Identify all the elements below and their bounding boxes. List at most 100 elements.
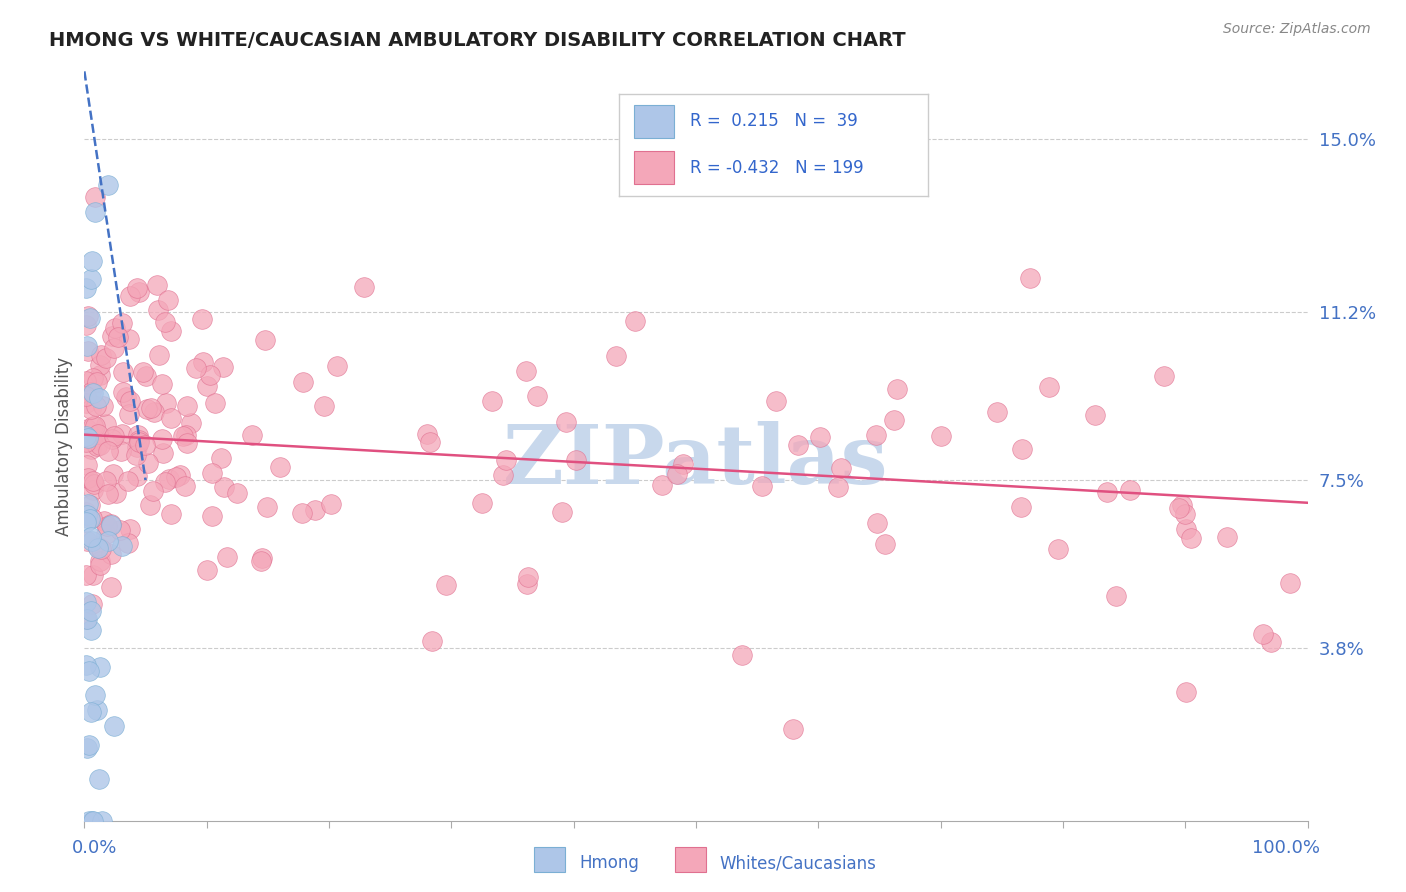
- Point: [198, 368, 221, 383]
- Point: [212, 481, 235, 495]
- Point: [1038, 380, 1060, 394]
- Point: [1180, 532, 1202, 546]
- Point: [94, 417, 117, 431]
- Point: [101, 467, 124, 482]
- Point: [104, 485, 127, 500]
- Point: [110, 443, 132, 458]
- Point: [1118, 483, 1140, 497]
- Point: [117, 535, 139, 549]
- Point: [76, 458, 98, 472]
- Point: [104, 321, 127, 335]
- Point: [204, 396, 226, 410]
- Point: [100, 580, 122, 594]
- Point: [97, 444, 120, 458]
- Point: [132, 365, 155, 379]
- Point: [82, 510, 104, 524]
- Point: [1047, 541, 1070, 556]
- Point: [651, 478, 673, 492]
- Point: [82, 814, 104, 828]
- Bar: [634, 151, 675, 184]
- Point: [751, 479, 773, 493]
- Point: [153, 315, 176, 329]
- Text: HMONG VS WHITE/CAUCASIAN AMBULATORY DISABILITY CORRELATION CHART: HMONG VS WHITE/CAUCASIAN AMBULATORY DISA…: [49, 31, 905, 50]
- Point: [79, 530, 101, 544]
- Point: [291, 506, 314, 520]
- Point: [87, 391, 110, 405]
- Point: [80, 254, 103, 268]
- Point: [76, 497, 98, 511]
- Point: [75, 658, 97, 673]
- Point: [1010, 500, 1032, 514]
- Point: [80, 442, 103, 457]
- Point: [554, 415, 576, 429]
- Point: [128, 434, 150, 449]
- Point: [150, 376, 173, 391]
- Point: [1019, 270, 1042, 285]
- Point: [80, 384, 103, 399]
- Point: [76, 343, 98, 358]
- Point: [159, 410, 181, 425]
- Point: [75, 318, 97, 333]
- Point: [77, 814, 100, 828]
- Point: [146, 302, 169, 317]
- Point: [90, 541, 112, 556]
- Point: [79, 512, 101, 526]
- Point: [96, 526, 118, 541]
- Point: [75, 567, 97, 582]
- Point: [100, 432, 122, 446]
- Point: [481, 394, 503, 409]
- Point: [174, 479, 197, 493]
- Point: [82, 483, 104, 497]
- Point: [180, 416, 202, 430]
- Point: [76, 533, 98, 548]
- Point: [156, 293, 179, 307]
- Point: [1171, 498, 1194, 512]
- Point: [157, 472, 180, 486]
- Point: [495, 452, 517, 467]
- Point: [256, 500, 278, 514]
- Point: [82, 434, 104, 448]
- Point: [250, 550, 273, 565]
- Point: [142, 483, 165, 498]
- Point: [75, 396, 97, 410]
- Point: [526, 389, 548, 403]
- Text: R =  0.215   N =  39: R = 0.215 N = 39: [690, 112, 858, 130]
- Point: [80, 271, 103, 285]
- Point: [117, 475, 139, 489]
- Point: [94, 475, 117, 489]
- Text: 100.0%: 100.0%: [1251, 839, 1320, 857]
- Point: [96, 519, 118, 533]
- Point: [201, 466, 224, 480]
- Point: [240, 428, 263, 442]
- Point: [76, 612, 98, 626]
- Point: [100, 518, 122, 533]
- Point: [1153, 369, 1175, 384]
- Point: [191, 355, 214, 369]
- Text: 0.0%: 0.0%: [72, 839, 118, 857]
- Point: [75, 435, 97, 450]
- Point: [107, 329, 129, 343]
- Point: [866, 516, 889, 530]
- Point: [125, 281, 148, 295]
- Point: [1260, 634, 1282, 648]
- Point: [1216, 530, 1239, 544]
- Point: [80, 433, 103, 447]
- Point: [76, 339, 98, 353]
- Text: R = -0.432   N = 199: R = -0.432 N = 199: [690, 159, 863, 177]
- Point: [1175, 522, 1198, 536]
- Point: [865, 428, 887, 442]
- Point: [492, 467, 515, 482]
- Point: [75, 515, 97, 529]
- Point: [93, 515, 115, 529]
- Point: [141, 401, 163, 416]
- Point: [87, 426, 110, 441]
- Point: [79, 498, 101, 512]
- Text: Hmong: Hmong: [579, 855, 640, 872]
- Point: [155, 396, 177, 410]
- Point: [97, 534, 120, 549]
- Point: [80, 604, 103, 618]
- Bar: [634, 105, 675, 137]
- Point: [80, 705, 103, 719]
- Point: [1011, 442, 1033, 456]
- Point: [787, 438, 810, 452]
